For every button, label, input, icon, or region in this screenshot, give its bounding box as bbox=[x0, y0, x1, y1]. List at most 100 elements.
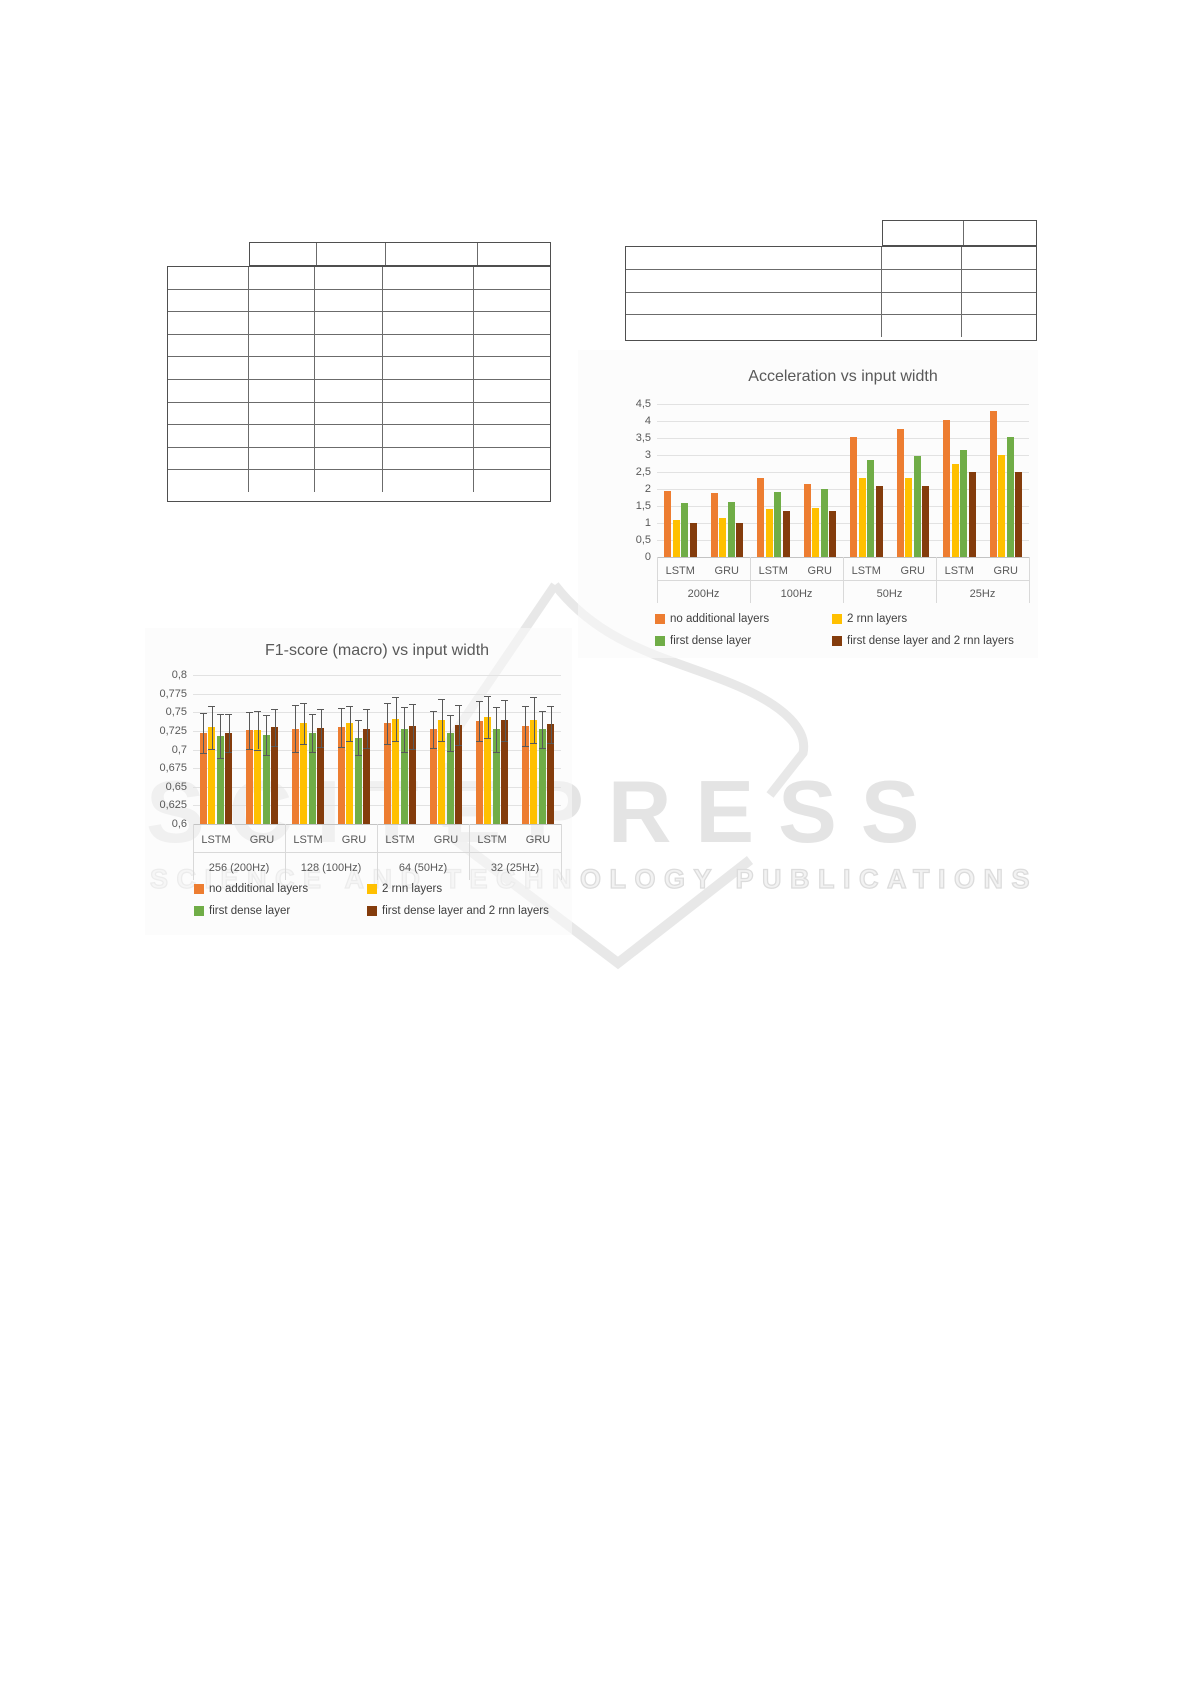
table-row bbox=[168, 289, 550, 313]
table-cell bbox=[383, 267, 474, 289]
bar bbox=[710, 493, 718, 557]
bar bbox=[216, 736, 224, 824]
error-bar-cap bbox=[492, 707, 500, 709]
x-axis-separator bbox=[1029, 557, 1030, 603]
table-row bbox=[168, 379, 550, 403]
table-cell bbox=[315, 267, 383, 289]
y-axis-tick-label: 0,6 bbox=[171, 818, 187, 830]
table-cell bbox=[249, 447, 315, 470]
error-bar bbox=[496, 707, 498, 752]
bar bbox=[672, 519, 680, 557]
legend-label: first dense layer bbox=[209, 905, 291, 917]
table-cell bbox=[474, 335, 548, 357]
x-axis-subgroup-label: LSTM bbox=[477, 834, 507, 846]
bar bbox=[812, 507, 819, 557]
table-row bbox=[168, 470, 550, 492]
error-bar bbox=[366, 709, 368, 748]
bar bbox=[346, 723, 354, 824]
legend-swatch bbox=[832, 614, 842, 624]
bar bbox=[1006, 436, 1014, 557]
gridline bbox=[193, 768, 561, 770]
bar bbox=[968, 472, 976, 557]
error-bar bbox=[220, 713, 222, 759]
bar bbox=[782, 510, 790, 557]
table-cell bbox=[383, 312, 474, 334]
bar bbox=[429, 729, 437, 824]
y-axis-tick-label: 0,675 bbox=[159, 762, 187, 775]
error-bar bbox=[303, 703, 305, 744]
x-axis-subgroup-label: GRU bbox=[433, 834, 459, 846]
table-cell bbox=[474, 448, 548, 470]
x-axis-group-label: 256 (200Hz) bbox=[208, 862, 270, 874]
y-axis-tick-label: 1 bbox=[644, 517, 651, 529]
y-axis-tick-label: 0,8 bbox=[171, 669, 187, 681]
table-cell bbox=[168, 402, 249, 425]
bar bbox=[475, 721, 483, 824]
error-bar bbox=[358, 719, 360, 756]
gridline bbox=[193, 749, 561, 751]
table-cell bbox=[882, 247, 962, 269]
table-row bbox=[168, 312, 550, 335]
legend-swatch bbox=[655, 636, 665, 646]
error-bar bbox=[395, 696, 397, 742]
error-bar-cap bbox=[455, 745, 463, 747]
acceleration-chart: Acceleration vs input width 4,5 4 3,5 3 2,5 2… bbox=[578, 350, 1038, 658]
table-header-cell bbox=[883, 221, 964, 245]
error-bar-cap bbox=[225, 751, 233, 753]
bar bbox=[719, 517, 726, 557]
table-row bbox=[168, 267, 550, 290]
bar bbox=[757, 478, 764, 557]
error-bar-cap bbox=[216, 713, 224, 715]
bar bbox=[664, 491, 671, 557]
bar bbox=[438, 719, 446, 824]
error-bar bbox=[228, 714, 230, 752]
bar bbox=[308, 733, 316, 824]
x-axis-group-label: 100Hz bbox=[780, 587, 813, 600]
bar bbox=[867, 459, 874, 557]
error-bar bbox=[211, 705, 213, 749]
y-axis-tick-label: 3 bbox=[644, 449, 651, 461]
table-cell bbox=[168, 379, 249, 402]
x-axis-subgroup-label: LSTM bbox=[851, 564, 881, 577]
table-cell bbox=[315, 334, 383, 357]
table-cell bbox=[474, 470, 548, 492]
legend-item: no additional layers bbox=[194, 883, 308, 895]
error-bar-cap bbox=[547, 742, 555, 744]
error-bar bbox=[203, 712, 205, 754]
gridline bbox=[657, 404, 1029, 405]
y-axis-tick-label: 0,7 bbox=[171, 743, 187, 756]
error-bar-cap bbox=[538, 710, 546, 712]
gridline bbox=[657, 472, 1029, 473]
error-bar-cap bbox=[337, 746, 345, 748]
error-bar-cap bbox=[501, 699, 509, 701]
error-bar bbox=[249, 711, 251, 749]
error-bar bbox=[266, 715, 268, 756]
gridline bbox=[193, 786, 561, 788]
table-cell bbox=[249, 357, 315, 379]
table-cell bbox=[168, 470, 249, 492]
bar bbox=[922, 486, 929, 557]
error-bar-cap bbox=[501, 741, 509, 743]
bar bbox=[363, 728, 371, 824]
error-bar-cap bbox=[484, 695, 492, 697]
x-axis-subgroup-label: LSTM bbox=[944, 564, 974, 577]
table-cell bbox=[962, 270, 1036, 292]
table-cell bbox=[882, 315, 962, 337]
error-bar-cap bbox=[216, 758, 224, 760]
error-bar-cap bbox=[354, 755, 362, 757]
bar bbox=[400, 729, 408, 824]
table-cell bbox=[962, 315, 1036, 337]
error-bar-cap bbox=[317, 746, 325, 748]
table-cell bbox=[249, 425, 315, 447]
table-header-row bbox=[249, 242, 551, 266]
legend-label: 2 rnn layers bbox=[382, 883, 443, 895]
legend-item: no additional layers bbox=[655, 613, 769, 625]
error-bar-cap bbox=[429, 748, 437, 749]
y-axis-tick-label: 0,5 bbox=[635, 534, 651, 546]
table-cell bbox=[383, 425, 474, 447]
table-cell bbox=[474, 357, 548, 379]
f1-score-chart: F1-score (macro) vs input width 0,8 0,775… bbox=[145, 628, 572, 935]
error-bar-cap bbox=[271, 708, 279, 710]
legend-item: 2 rnn layers bbox=[832, 613, 907, 625]
table-row bbox=[626, 292, 1036, 316]
